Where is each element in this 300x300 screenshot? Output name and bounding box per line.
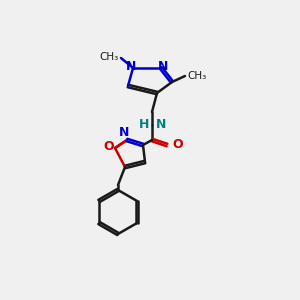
Text: H: H [139,118,149,131]
Text: O: O [172,139,183,152]
Text: O: O [104,140,114,152]
Text: CH₃: CH₃ [100,52,119,62]
Text: N: N [126,61,136,74]
Text: N: N [158,61,168,74]
Text: N: N [119,127,129,140]
Text: N: N [156,118,166,131]
Text: CH₃: CH₃ [187,71,206,81]
